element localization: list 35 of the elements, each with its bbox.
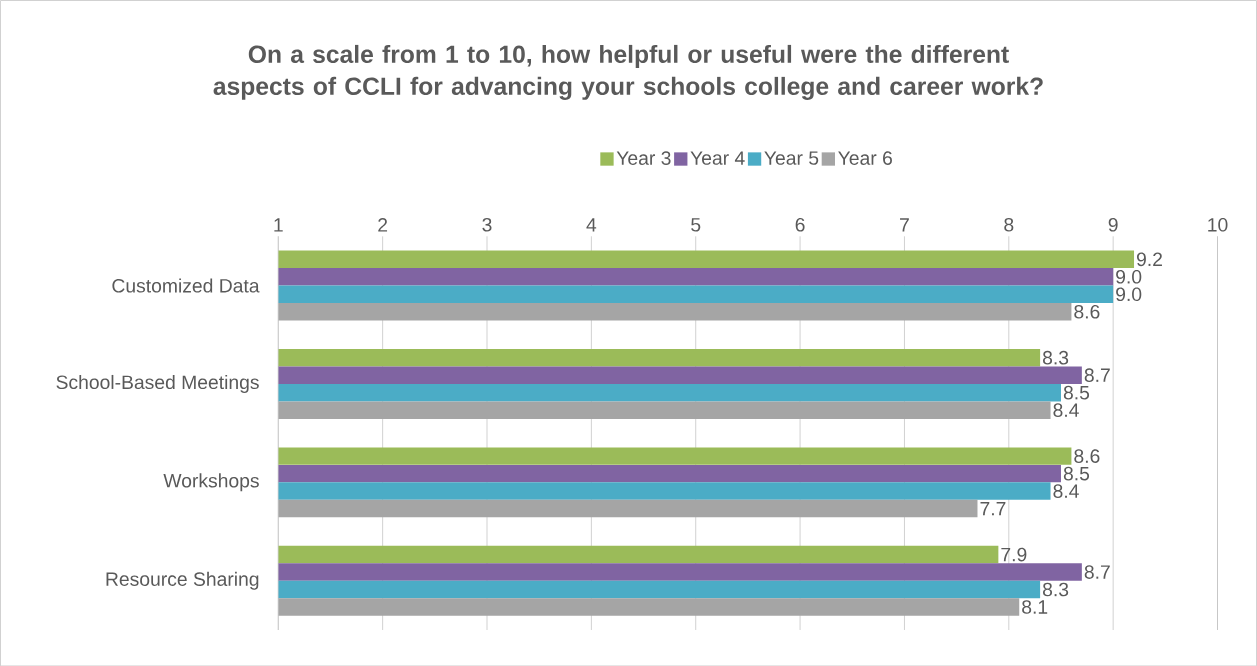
x-tick-label: 8 [1004, 217, 1014, 232]
legend-label: Year 6 [838, 151, 892, 165]
data-label: 8.7 [1084, 564, 1110, 579]
x-tick-label: 3 [482, 217, 492, 232]
data-label: 8.4 [1053, 403, 1079, 417]
data-label: 8.1 [1022, 599, 1048, 614]
x-tick-label: 9 [1108, 217, 1118, 232]
chart-title: On a scale from 1 to 10, how helpful or useful were the different aspects of CCLI for advancing your schools college and career work? [213, 44, 1043, 100]
data-label: 8.3 [1042, 350, 1069, 365]
legend-label: Year 3 [616, 151, 671, 165]
y-tick-label: Customized Data [112, 278, 260, 293]
legend-label: Year 5 [764, 151, 819, 165]
legend-label: Year 4 [690, 151, 745, 165]
y-tick-label: Resource Sharing [106, 571, 259, 590]
data-label: 7.9 [1001, 547, 1027, 562]
data-label: 9.0 [1116, 269, 1142, 284]
data-label: 8.4 [1053, 484, 1079, 498]
data-label: 8.6 [1074, 449, 1100, 463]
data-label: 8.3 [1042, 582, 1069, 597]
data-label: 8.6 [1074, 304, 1100, 319]
x-tick-label: 6 [795, 217, 805, 232]
y-tick-label: Workshops [163, 473, 259, 492]
data-label: 8.5 [1063, 385, 1090, 400]
x-tick-label: 5 [691, 217, 701, 232]
x-tick-label: 7 [900, 218, 909, 232]
data-label: 9.0 [1116, 287, 1142, 301]
x-tick-label: 10 [1208, 217, 1228, 232]
y-tick-label: School-Based Meetings [56, 374, 259, 393]
data-label: 8.5 [1063, 466, 1090, 481]
data-label: 9.2 [1136, 252, 1162, 266]
x-tick-label: 4 [586, 218, 597, 232]
data-label: 8.7 [1084, 368, 1110, 382]
x-tick-label: 1 [274, 218, 283, 232]
x-tick-label: 2 [378, 217, 388, 232]
data-label: 7.7 [980, 501, 1006, 516]
